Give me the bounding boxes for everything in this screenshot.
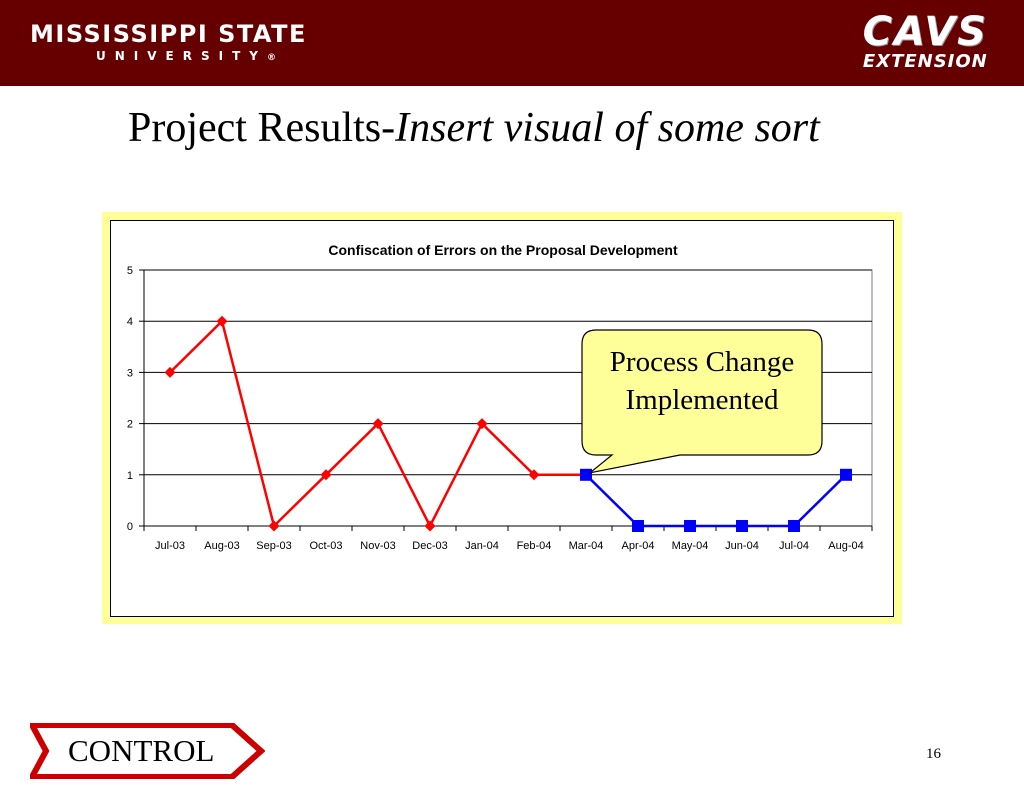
- control-arrow-shape: [26, 722, 266, 780]
- control-label: CONTROL: [68, 733, 215, 768]
- x-tick-label: Aug-04: [828, 540, 863, 552]
- callout-line-2: Implemented: [625, 384, 779, 416]
- y-tick-label: 1: [127, 470, 133, 482]
- x-tick-label: Sep-03: [256, 540, 291, 552]
- x-tick-label: Jun-04: [725, 540, 759, 552]
- msu-logo: MISSISSIPPI STATE UNIVERSITY®: [30, 20, 307, 66]
- y-tick-label: 2: [127, 419, 133, 431]
- y-tick-label: 4: [127, 316, 133, 328]
- series-2-point: [840, 468, 852, 481]
- x-tick-label: May-04: [672, 540, 709, 552]
- cavs-logo-bottom: EXTENSION: [862, 51, 988, 72]
- x-tick-label: Oct-03: [309, 540, 342, 552]
- x-tick-label: Jan-04: [465, 540, 499, 552]
- series-2-point: [684, 520, 696, 532]
- chart-title: Confiscation of Errors on the Proposal D…: [328, 242, 678, 258]
- series-2-point: [736, 520, 748, 532]
- page-title-plain: Project Results-: [128, 105, 396, 151]
- callout-bubble: [581, 329, 823, 474]
- msu-logo-title: MISSISSIPPI STATE: [30, 20, 307, 48]
- page-title-italic: Insert visual of some sort: [395, 105, 820, 151]
- series-1-point: [216, 315, 228, 327]
- series-2-point: [580, 468, 592, 481]
- y-tick-label: 3: [127, 367, 133, 379]
- page-title: Project Results-Insert visual of some so…: [128, 104, 820, 152]
- x-tick-label: Jul-03: [155, 540, 185, 552]
- series-1-point: [476, 418, 488, 430]
- x-tick-label: Apr-04: [621, 540, 654, 552]
- x-tick-label: Nov-03: [360, 540, 395, 552]
- x-tick-label: Jul-04: [779, 540, 809, 552]
- control-badge: CONTROL: [26, 722, 266, 784]
- callout-line-1: Process Change: [609, 346, 795, 378]
- x-tick-label: Mar-04: [569, 540, 604, 552]
- series-1-point: [528, 469, 540, 481]
- page-number: 16: [926, 746, 941, 762]
- series-1-point: [320, 469, 332, 481]
- series-1-point: [424, 520, 436, 532]
- series-1-point: [372, 418, 384, 430]
- series-1-point: [164, 366, 176, 378]
- series-2-point: [632, 520, 644, 532]
- header-bar: MISSISSIPPI STATE UNIVERSITY® CAVS EXTEN…: [0, 0, 1024, 86]
- cavs-logo-top: CAVS: [862, 9, 988, 55]
- msu-logo-subtitle: UNIVERSITY: [96, 49, 267, 63]
- callout-text: Process Change Implemented: [583, 343, 821, 419]
- series-2-line: [585, 473, 847, 528]
- y-tick-label: 5: [127, 265, 133, 277]
- cavs-extension-logo: CAVS EXTENSION: [863, 12, 988, 72]
- series-1-point: [268, 520, 280, 532]
- y-tick-label: 0: [127, 521, 133, 533]
- x-tick-label: Aug-03: [204, 540, 239, 552]
- x-tick-label: Dec-03: [412, 540, 447, 552]
- series-2-point: [788, 520, 800, 532]
- x-tick-label: Feb-04: [517, 540, 552, 552]
- registered-mark: ®: [266, 53, 276, 63]
